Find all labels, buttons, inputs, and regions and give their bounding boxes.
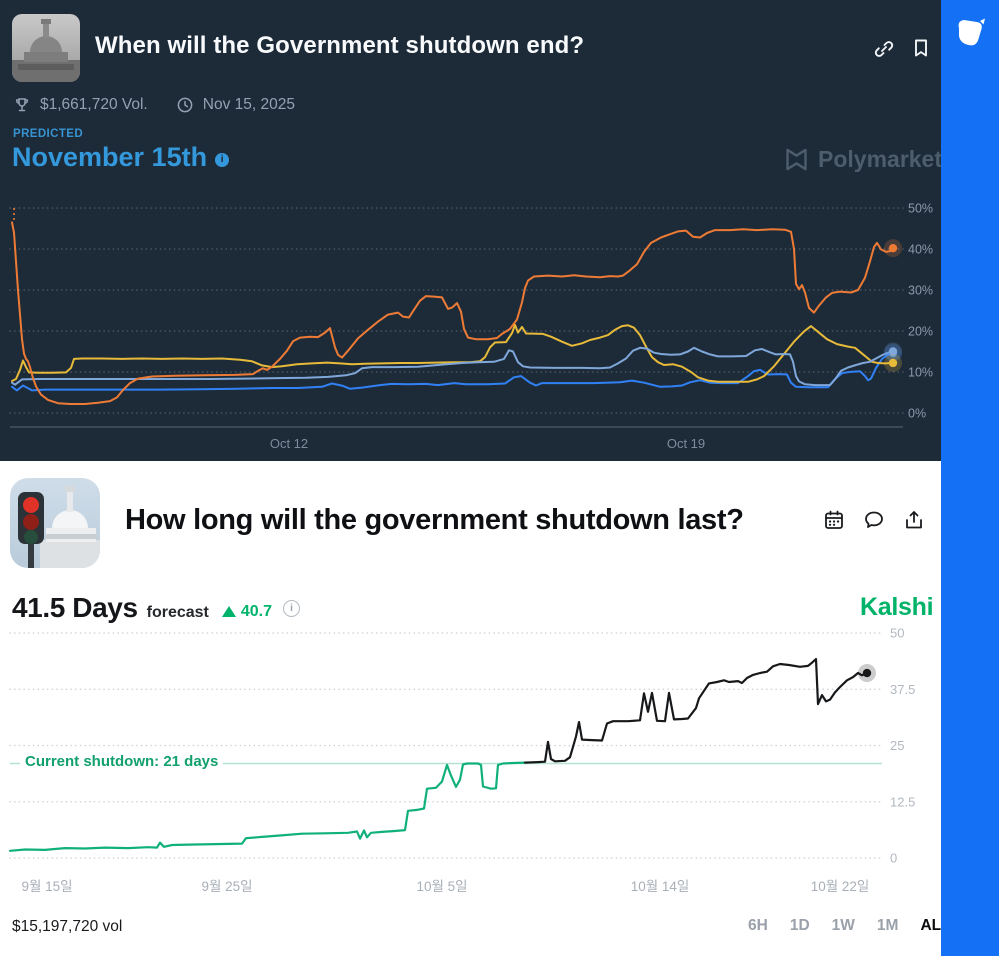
polymarket-card: When will the Government shutdown end? $…: [0, 0, 942, 461]
range-button-6h[interactable]: 6H: [748, 917, 768, 934]
end-date-text: Nov 15, 2025: [202, 96, 295, 113]
forecast-stats-row: 41.5 Days forecast 40.7 i: [12, 592, 301, 624]
x-tick-label: Oct 19: [667, 436, 705, 451]
polymarket-logo-icon: [786, 148, 807, 171]
end-dot: [862, 668, 872, 678]
end-dot: [888, 347, 898, 356]
series-days-below-current: [8, 761, 527, 852]
x-tick-label: 10월 22일: [811, 879, 870, 894]
market-title: When will the Government shutdown end?: [95, 32, 585, 59]
predicted-value: November 15th: [12, 142, 208, 172]
volume-text: $1,661,720 Vol.: [40, 96, 148, 113]
end-dot: [888, 243, 898, 253]
y-tick-label: 10%: [908, 366, 933, 380]
y-tick-label: 37.5: [890, 682, 915, 697]
x-tick-label: 9월 25일: [201, 879, 252, 894]
capitol-photo-icon: [12, 14, 80, 82]
y-tick-label: 25: [890, 738, 904, 753]
y-tick-label: 50%: [908, 202, 933, 216]
range-button-1d[interactable]: 1D: [789, 917, 810, 934]
y-tick-label: 12.5: [890, 794, 915, 809]
series-outcome-orange: [11, 221, 894, 405]
y-tick-label: 0: [890, 851, 897, 866]
y-tick-label: 40%: [908, 243, 933, 257]
series-days-above-current: [523, 658, 869, 764]
series-outcome-light-blue: [11, 346, 894, 387]
x-tick-label: 10월 5일: [416, 879, 467, 894]
app-logo-icon[interactable]: [951, 15, 989, 53]
y-tick-label: 50: [890, 626, 904, 641]
y-tick-label: 0%: [908, 407, 926, 421]
bookmark-button[interactable]: [909, 36, 933, 60]
clock-icon: [177, 97, 193, 113]
market-title: How long will the government shutdown la…: [125, 504, 744, 536]
calendar-button[interactable]: [822, 508, 846, 532]
change-value: 40.7: [240, 602, 273, 620]
predicted-label: PREDICTED: [13, 128, 84, 140]
current-shutdown-annotation: Current shutdown: 21 days: [20, 753, 224, 770]
x-tick-label: Oct 12: [270, 436, 308, 451]
kalshi-logo-text: Kalshi: [860, 593, 934, 621]
market-thumbnail-capitol-traffic-light: [10, 478, 100, 568]
comments-button[interactable]: [862, 508, 886, 532]
forecast-value: 41.5 Days: [12, 592, 138, 623]
polymarket-price-chart[interactable]: 50% 40% 30% 20% 10% 0% Oct 12 Oct 19: [0, 195, 941, 461]
y-tick-label: 30%: [908, 284, 933, 298]
share-upload-icon: [906, 511, 922, 529]
copy-link-button[interactable]: [872, 37, 896, 61]
app-sidebar: [941, 0, 999, 956]
link-icon: [874, 41, 894, 57]
capitol-traffic-light-icon: [10, 478, 100, 568]
range-button-1m[interactable]: 1M: [876, 917, 899, 934]
series-outcome-yellow: [11, 323, 894, 383]
market-thumbnail-capitol: [12, 14, 80, 82]
kalshi-actions: [822, 508, 926, 532]
y-tick-label: 20%: [908, 325, 933, 339]
kalshi-card: How long will the government shutdown la…: [0, 461, 951, 956]
x-tick-label: 9월 15일: [21, 879, 72, 894]
polymarket-watermark-text: Polymarket: [818, 146, 943, 172]
end-dot: [888, 358, 898, 368]
range-button-1w[interactable]: 1W: [831, 917, 855, 934]
market-meta-row: $1,661,720 Vol. Nov 15, 2025: [13, 96, 295, 114]
bookmark-icon: [915, 39, 927, 57]
kalshi-forecast-chart[interactable]: 50 37.5 25 12.5 0 9월 15일 9월 25일 10월 5일 10월 14일 10…: [0, 625, 941, 915]
chat-bubble-icon: [865, 511, 883, 528]
triangle-up-icon: [221, 606, 236, 617]
calendar-icon: [825, 510, 843, 529]
info-icon[interactable]: i: [283, 599, 301, 617]
info-icon[interactable]: i: [215, 152, 230, 167]
forecast-change: 40.7: [221, 602, 273, 621]
predicted-row: November 15th i: [12, 142, 230, 173]
x-tick-label: 10월 14일: [631, 879, 690, 894]
kalshi-volume-text: $15,197,720 vol: [12, 918, 123, 935]
forecast-label: forecast: [146, 604, 209, 621]
time-range-selector: 6H 1D 1W 1M ALL: [748, 917, 951, 935]
trophy-icon: [15, 98, 29, 112]
share-button[interactable]: [902, 508, 926, 532]
polymarket-watermark: Polymarket: [783, 146, 942, 173]
